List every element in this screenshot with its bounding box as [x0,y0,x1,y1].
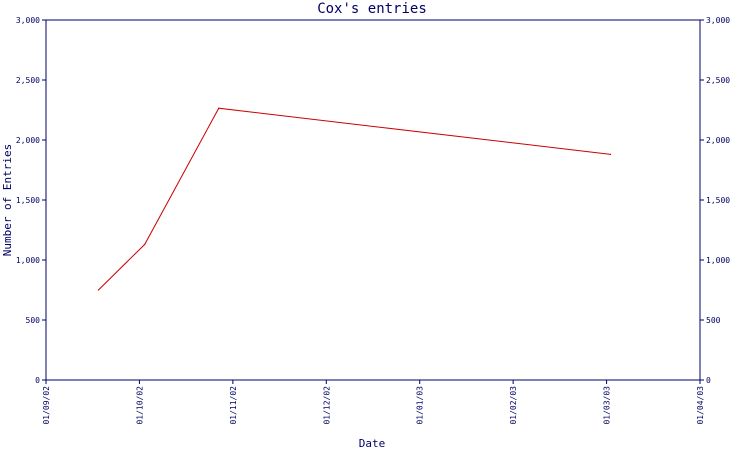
y-axis-label: Number of Entries [1,144,14,257]
x-tick-label: 01/12/02 [322,386,331,425]
x-tick-label: 01/11/02 [229,386,238,425]
y-tick-label-right: 3,000 [706,16,730,25]
x-tick-label: 01/10/02 [135,386,144,425]
y-tick-label-left: 1,000 [16,256,40,265]
y-tick-label-left: 3,000 [16,16,40,25]
x-axis-label: Date [359,437,386,450]
x-tick-label: 01/03/03 [603,386,612,425]
series-line [98,107,611,291]
data-point [218,107,220,109]
x-tick-label: 01/04/03 [696,386,705,425]
y-tick-label-right: 2,500 [706,76,730,85]
y-tick-label-left: 0 [35,376,40,385]
y-tick-label-right: 1,500 [706,196,730,205]
y-tick-label-right: 1,000 [706,256,730,265]
y-tick-label-left: 2,000 [16,136,40,145]
data-point [144,243,146,245]
x-tick-label: 01/02/03 [509,386,518,425]
y-tick-label-right: 0 [706,376,711,385]
y-tick-label-right: 2,000 [706,136,730,145]
x-tick-label: 01/01/03 [416,386,425,425]
plot-area: 0 0 500 500 1,000 1,000 1,500 1,500 2,000 2,000 2,… [16,16,730,425]
data-point [97,289,100,291]
y-tick-label-left: 1,500 [16,196,40,205]
y-tick-label-left: 500 [26,316,41,325]
data-point [609,153,612,155]
x-tick-label: 01/09/02 [42,386,51,425]
y-tick-label-right: 500 [706,316,721,325]
chart-title: Cox's entries [317,1,427,17]
y-tick-label-left: 2,500 [16,76,40,85]
